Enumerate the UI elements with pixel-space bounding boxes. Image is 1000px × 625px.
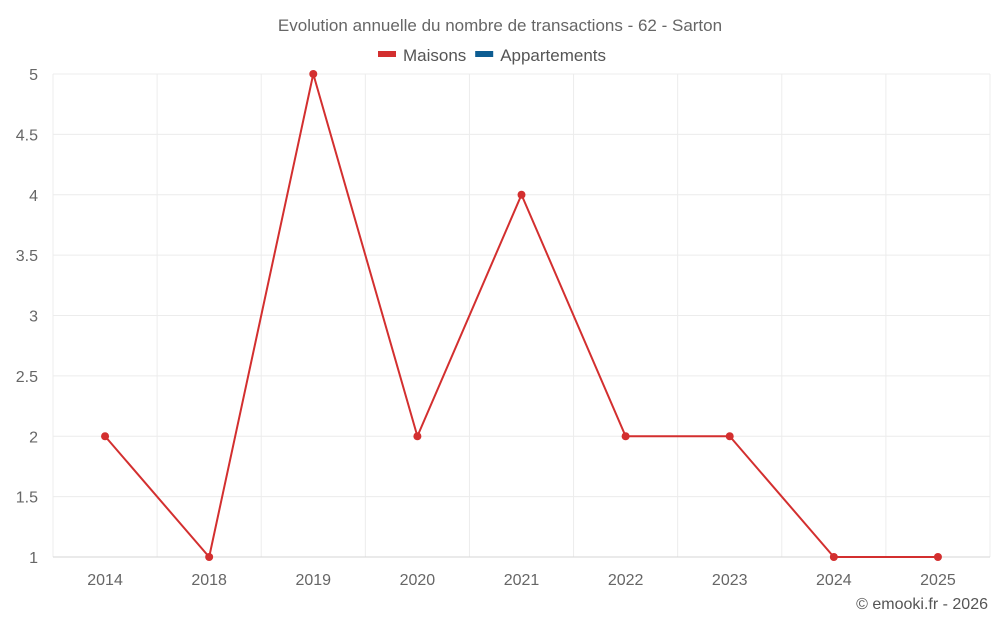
data-point[interactable] [621,432,630,441]
x-tick-label: 2023 [712,572,748,589]
data-point[interactable] [933,553,942,561]
data-point[interactable] [517,190,526,199]
x-tick-label: 2022 [608,572,644,589]
x-tick-label: 2024 [816,572,852,589]
legend-swatch-0 [378,51,396,57]
x-tick-label: 2014 [87,572,123,589]
y-tick-label: 2.5 [16,369,38,386]
series-points [101,70,942,561]
y-tick-label: 4 [29,188,38,205]
x-tick-label: 2021 [504,572,540,589]
y-axis: 1 1.5 2 2.5 3 3.5 4 4.5 5 [16,67,38,567]
grid [52,73,991,558]
y-tick-label: 1 [29,550,38,567]
credit-text: © emooki.fr - 2026 [856,596,988,613]
x-tick-label: 2018 [191,572,227,589]
legend-swatch-1 [475,51,494,57]
x-tick-label: 2025 [920,572,956,589]
chart-title: Evolution annuelle du nombre de transact… [278,16,722,35]
data-point[interactable] [309,70,318,78]
y-tick-label: 3.5 [16,248,38,265]
data-point[interactable] [725,432,734,441]
data-point[interactable] [205,553,214,561]
x-axis: 2014 2018 2019 2020 2021 2022 2023 2024 2025 [87,572,956,589]
data-point[interactable] [413,432,422,441]
y-tick-label: 3 [29,309,38,326]
y-tick-label: 1.5 [16,490,38,507]
y-tick-label: 5 [29,67,38,84]
data-point[interactable] [829,553,838,561]
x-tick-label: 2020 [400,572,436,589]
legend-item-0[interactable]: Maisons [403,46,466,65]
legend: Maisons Appartements [378,46,606,65]
legend-item-1[interactable]: Appartements [500,46,606,65]
y-tick-label: 4.5 [16,127,38,144]
y-tick-label: 2 [29,429,38,446]
x-tick-label: 2019 [295,572,331,589]
data-point[interactable] [101,432,110,441]
